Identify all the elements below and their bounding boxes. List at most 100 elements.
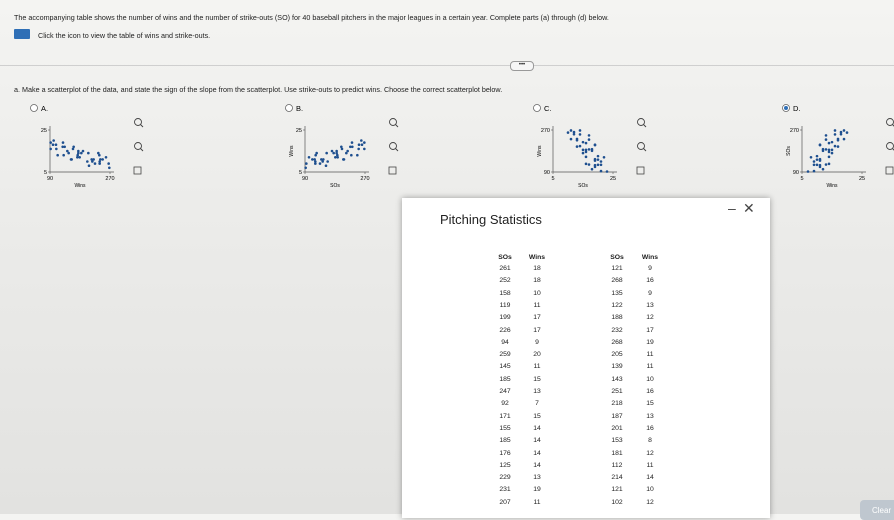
radio-button[interactable] — [534, 105, 541, 112]
zoom-icon[interactable] — [638, 143, 645, 150]
x-axis-label: Wins — [74, 183, 86, 189]
scatter-point — [582, 149, 585, 152]
close-button[interactable]: ✕ — [743, 200, 755, 217]
radio-button[interactable] — [31, 105, 38, 112]
popout-icon[interactable] — [389, 167, 396, 174]
scatter-point — [357, 148, 360, 151]
scatter-point — [594, 159, 597, 162]
scatter-point — [579, 133, 582, 136]
zoom-icon[interactable] — [135, 119, 142, 126]
scatter-point — [62, 141, 65, 144]
table-cell: 19 — [635, 339, 665, 346]
zoom-icon[interactable] — [887, 143, 894, 150]
scatter-point — [606, 170, 609, 173]
x-tick-label: 90 — [47, 176, 53, 182]
zoom-handle — [396, 125, 399, 128]
table-cell: 12 — [635, 450, 665, 457]
x-tick-label: 5 — [551, 176, 554, 182]
scatter-point — [810, 156, 813, 159]
scatter-point — [600, 163, 603, 166]
table-cell: 15 — [635, 400, 665, 407]
scatter-point — [585, 163, 588, 166]
zoom-icon[interactable] — [135, 143, 142, 150]
zoom-icon[interactable] — [638, 119, 645, 126]
scatter-point — [56, 154, 59, 157]
clear-button[interactable]: Clear — [860, 500, 894, 520]
intro-text: The accompanying table shows the number … — [14, 13, 609, 22]
popout-icon[interactable] — [134, 167, 141, 174]
zoom-icon[interactable] — [887, 119, 894, 126]
scatter-point — [55, 143, 58, 146]
table-cell: 14 — [522, 462, 552, 469]
popout-icon[interactable] — [637, 167, 644, 174]
option-letter: C. — [544, 104, 552, 113]
scatter-point — [350, 154, 353, 157]
table-cell: 11 — [522, 363, 552, 370]
icon-instruction: Click the icon to view the table of wins… — [38, 31, 210, 40]
y-axis-label: Wins — [537, 145, 543, 157]
scatter-point — [88, 164, 91, 167]
scatter-point — [582, 152, 585, 155]
table-cell: 135 — [602, 290, 632, 297]
table-cell: 251 — [602, 388, 632, 395]
table-cell: 15 — [522, 376, 552, 383]
option-letter: D. — [793, 104, 801, 113]
scatter-point — [77, 152, 80, 155]
table-cell: 139 — [602, 363, 632, 370]
scatter-point — [831, 141, 834, 144]
scatter-point — [816, 163, 819, 166]
y-axis-label: Wins — [289, 145, 295, 157]
x-axis-label: SOs — [330, 183, 340, 189]
scatter-point — [828, 151, 831, 154]
scatter-point — [831, 149, 834, 152]
table-cell: 259 — [490, 351, 520, 358]
scatter-point — [828, 142, 831, 145]
table-cell: 15 — [522, 413, 552, 420]
table-cell: 13 — [635, 413, 665, 420]
scatter-point — [837, 145, 840, 148]
table-header: Wins — [635, 254, 665, 261]
option-letter: B. — [296, 104, 303, 113]
scatter-point — [843, 129, 846, 132]
table-cell: 247 — [490, 388, 520, 395]
table-cell: 218 — [602, 400, 632, 407]
zoom-icon[interactable] — [390, 143, 397, 150]
scatter-point — [588, 163, 591, 166]
table-cell: 8 — [635, 437, 665, 444]
table-cell: 11 — [522, 499, 552, 506]
table-cell: 187 — [602, 413, 632, 420]
table-cell: 18 — [522, 265, 552, 272]
scatter-point — [80, 152, 83, 155]
table-cell: 181 — [602, 450, 632, 457]
scatter-point — [361, 143, 364, 146]
scatter-point — [840, 133, 843, 136]
scatter-point — [360, 139, 363, 142]
scatter-point — [597, 163, 600, 166]
expand-button[interactable]: ••• — [510, 61, 534, 71]
scatter-point — [588, 148, 591, 151]
question-text: a. Make a scatterplot of the data, and s… — [14, 85, 502, 94]
zoom-icon[interactable] — [390, 119, 397, 126]
scatter-point — [570, 129, 573, 132]
scatter-point — [351, 141, 354, 144]
scatter-point — [49, 148, 52, 151]
scatter-point — [49, 141, 52, 144]
scatter-point — [101, 158, 104, 161]
scatter-point — [591, 168, 594, 171]
scatter-point — [308, 156, 311, 159]
popout-icon[interactable] — [886, 167, 893, 174]
radio-button[interactable] — [286, 105, 293, 112]
scatter-point — [825, 138, 828, 141]
scatter-point — [326, 160, 329, 163]
zoom-handle — [141, 125, 144, 128]
table-cell: 12 — [635, 314, 665, 321]
scatter-point — [831, 152, 834, 155]
table-cell: 19 — [522, 486, 552, 493]
scatter-point — [331, 150, 334, 153]
zoom-handle — [396, 149, 399, 152]
table-icon[interactable] — [14, 29, 30, 39]
scatter-point — [314, 160, 317, 163]
scatter-point — [813, 160, 816, 163]
minimize-button[interactable]: – — [728, 200, 736, 216]
